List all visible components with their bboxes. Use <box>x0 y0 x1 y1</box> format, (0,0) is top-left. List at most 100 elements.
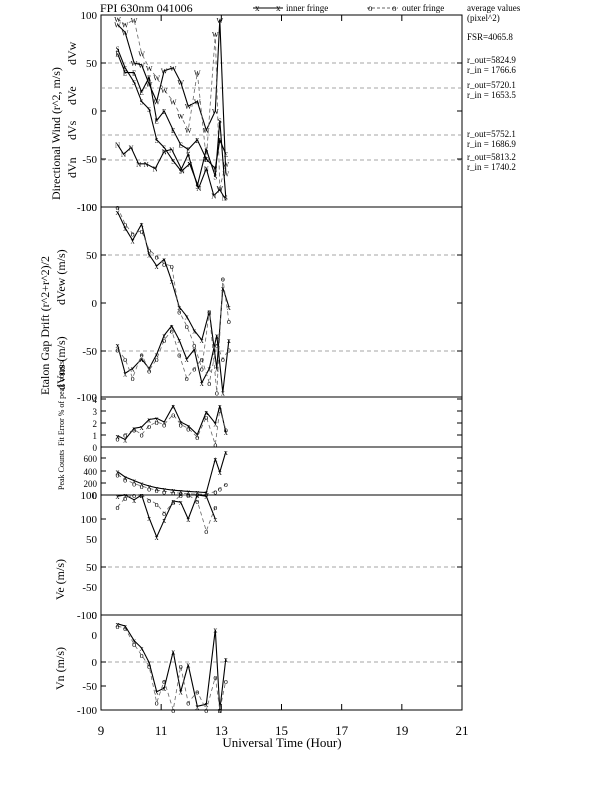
data-point: W <box>194 98 201 106</box>
data-point: o <box>131 230 135 239</box>
data-point: N <box>121 151 126 159</box>
data-point: o <box>132 426 136 435</box>
data-point: o <box>185 322 189 331</box>
data-point: o <box>204 706 208 715</box>
data-point: W <box>153 98 160 106</box>
averages-list: FSR=4065.8 r_out=5824.9 r_in = 1766.6 r_… <box>467 32 516 172</box>
data-point: W <box>131 60 138 68</box>
legend: x x inner fringe o o outer fringe <box>253 3 444 13</box>
data-point: x <box>186 487 190 496</box>
data-point: S <box>162 144 166 152</box>
legend-outer-label: outer fringe <box>402 3 444 13</box>
chart-title: FPI 630nm 041006 <box>100 1 193 15</box>
data-point: x <box>221 388 225 397</box>
data-point: S <box>195 183 199 191</box>
data-point: x <box>123 436 127 445</box>
data-point: o <box>179 662 183 671</box>
data-point: x <box>123 473 127 482</box>
ytick-label: -100 <box>77 610 98 622</box>
data-point: W <box>138 62 145 70</box>
data-point: o <box>218 706 222 715</box>
series-line <box>117 451 227 494</box>
legend-inner-marker-2: x <box>276 3 281 13</box>
data-point: W <box>217 17 224 25</box>
ylabel-sub-dve: dVe <box>65 86 79 105</box>
data-point: W <box>203 127 210 135</box>
data-point: o <box>123 220 127 229</box>
data-point: W <box>114 16 121 24</box>
panel-frame <box>100 206 463 398</box>
data-point: o <box>162 336 166 345</box>
data-point: x <box>155 414 159 423</box>
ytick-label: -50 <box>82 154 97 166</box>
data-point: o <box>200 365 204 374</box>
data-point: x <box>218 468 222 477</box>
data-point: o <box>123 431 127 440</box>
data-point: x <box>162 485 166 494</box>
data-point: o <box>116 203 120 212</box>
data-point: W <box>185 127 192 135</box>
data-point: x <box>131 365 135 374</box>
ytick-label: 0 <box>92 657 98 669</box>
ytick-label: -100 <box>77 392 98 404</box>
ylabel-sub-dvn: dVn <box>65 157 79 178</box>
xtick-label: 11 <box>155 723 168 738</box>
data-point: N <box>187 161 192 169</box>
data-point: x <box>123 369 127 378</box>
average-value: r_in = 1653.5 <box>467 90 516 100</box>
ylabel-vn: Vn (m/s) <box>53 647 67 690</box>
data-point: W <box>194 70 201 78</box>
data-point: N <box>180 168 185 176</box>
average-fsr: FSR=4065.8 <box>467 32 513 42</box>
data-point: x <box>213 626 217 635</box>
data-point: E <box>179 142 183 150</box>
data-point: x <box>215 331 219 340</box>
data-point: o <box>179 491 183 500</box>
data-point: x <box>116 620 120 629</box>
xtick-label: 15 <box>275 723 288 738</box>
xtick-label: 19 <box>395 723 408 738</box>
data-point: x <box>224 448 228 457</box>
data-point: o <box>155 252 159 261</box>
data-point: o <box>171 706 175 715</box>
data-point: E <box>195 137 199 145</box>
data-point: o <box>123 624 127 633</box>
data-point: x <box>155 350 159 359</box>
legend-inner-marker: x <box>255 3 260 13</box>
ytick-label: 100 <box>81 490 98 502</box>
data-point: x <box>185 312 189 321</box>
average-value: r_out=5824.9 <box>467 55 516 65</box>
data-point: x <box>147 659 151 668</box>
data-point: o <box>116 471 120 480</box>
data-point: o <box>170 327 174 336</box>
data-point: E <box>186 146 190 154</box>
data-point: o <box>162 677 166 686</box>
data-point: o <box>147 366 151 375</box>
ylabel-dvew: dVew (m/s) <box>54 249 68 305</box>
ylabel-etalon-gap: Etalon Gap Drift (r^2+r^2)/2 <box>38 256 52 395</box>
data-point: x <box>192 327 196 336</box>
data-point: W <box>217 185 224 193</box>
averages-unit: (pixel^2) <box>467 13 500 23</box>
data-point: o <box>195 433 199 442</box>
data-point: x <box>218 402 222 411</box>
data-point: o <box>155 486 159 495</box>
data-point: x <box>171 648 175 657</box>
data-point: x <box>140 480 144 489</box>
data-point: S <box>116 46 120 54</box>
data-point: o <box>177 350 181 359</box>
series-line <box>116 48 227 198</box>
data-point: o <box>155 355 159 364</box>
series-line <box>117 625 227 712</box>
series-line <box>117 409 227 445</box>
data-point: x <box>132 424 136 433</box>
data-point: o <box>213 441 217 450</box>
data-point: W <box>131 17 138 25</box>
data-point: x <box>170 322 174 331</box>
ylabel-dvns: dVns (m/s) <box>54 336 68 390</box>
data-point: E <box>115 50 119 58</box>
ytick-label: 100 <box>81 202 98 214</box>
data-point: x <box>170 277 174 286</box>
data-point: o <box>132 480 136 489</box>
